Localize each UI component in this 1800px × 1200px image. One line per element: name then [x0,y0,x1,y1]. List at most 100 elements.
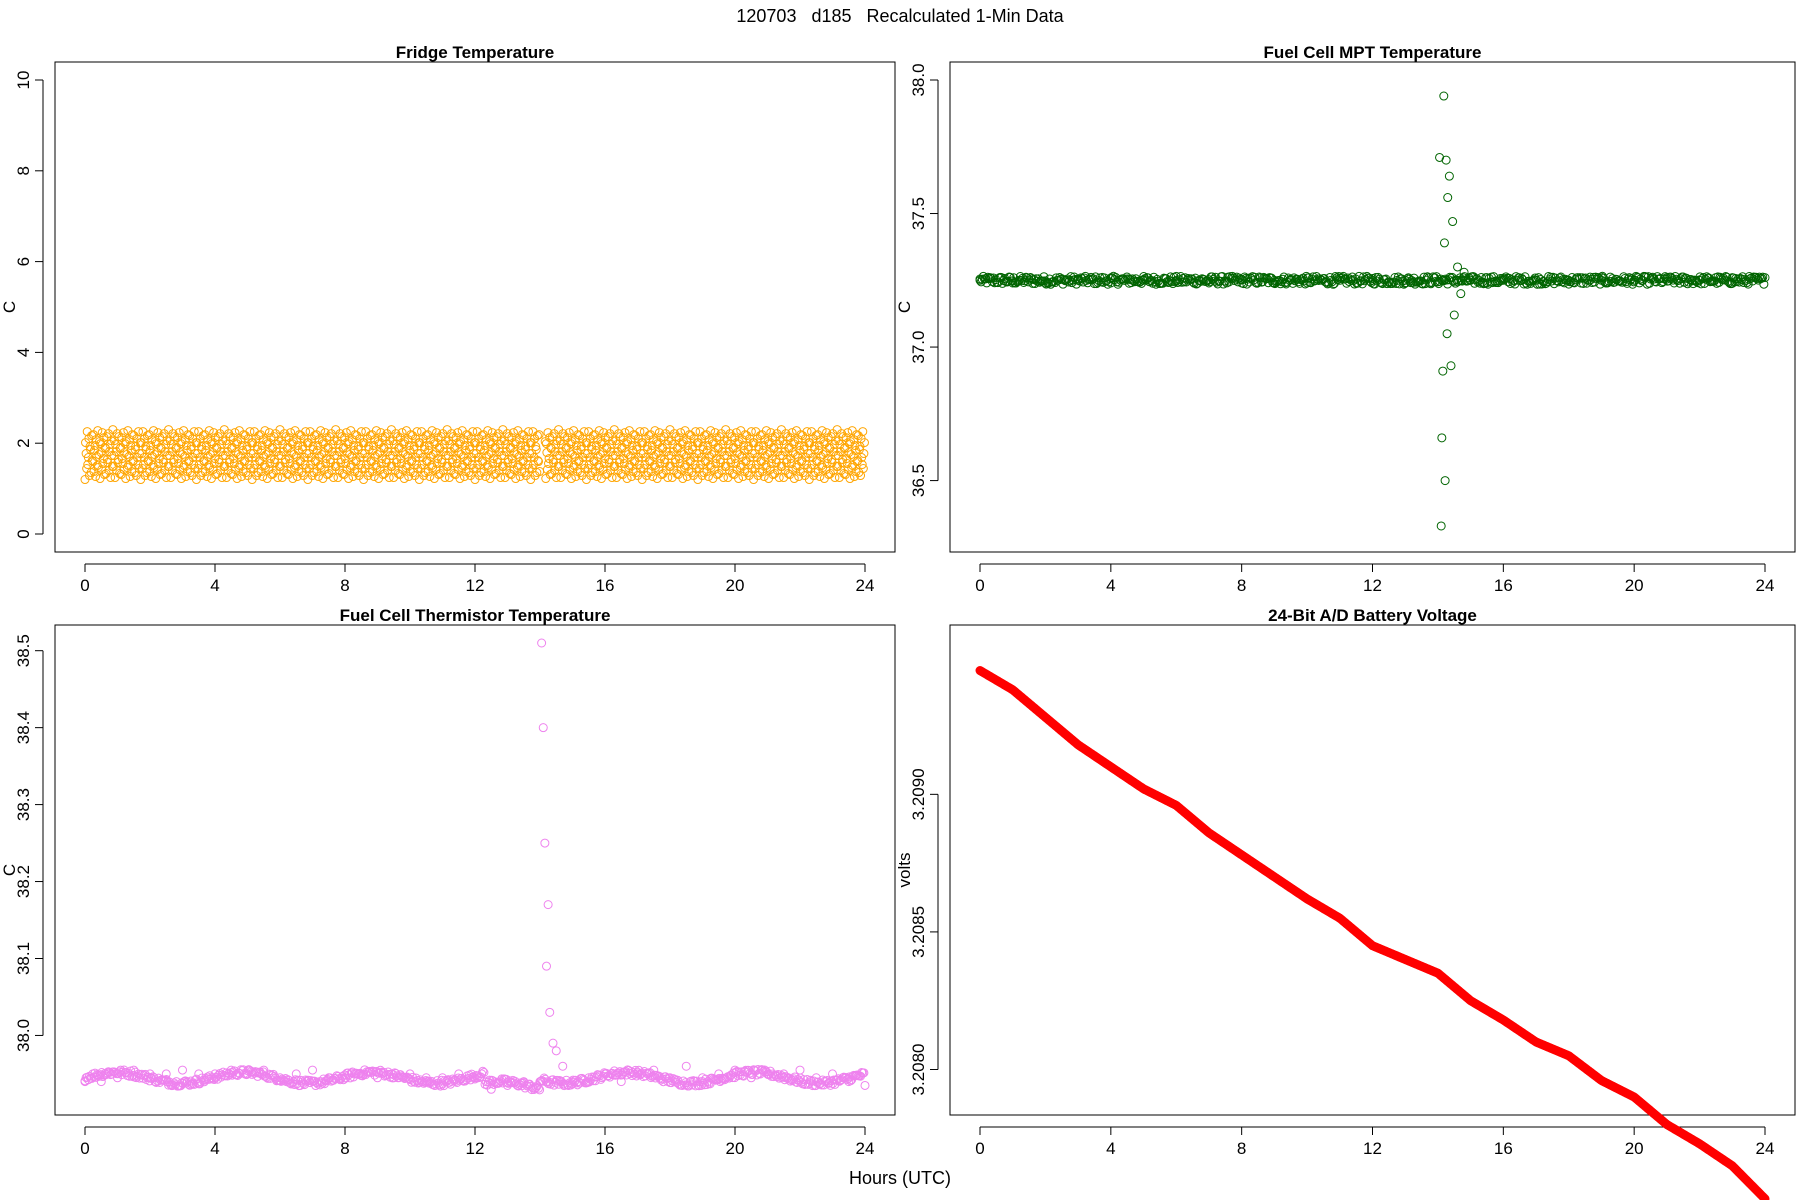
x-tick-label: 12 [1363,1139,1382,1158]
data-point [412,427,422,437]
data-point [828,1069,837,1079]
data-point [562,1080,572,1090]
data-point [1498,275,1508,285]
y-tick-label: 0 [14,529,33,538]
y-tick-label: 38.5 [14,634,33,667]
data-point [1651,277,1661,287]
data-point [328,473,338,483]
data-point [191,1074,201,1084]
data-point [734,474,744,484]
data-point [620,428,630,438]
data-point [1760,1194,1770,1200]
data-point [389,1073,399,1083]
data-point [1449,310,1459,320]
data-point [1270,279,1280,289]
x-tick-label: 4 [210,576,219,595]
data-point [1357,279,1367,289]
data-point [1676,274,1686,284]
data-point [1019,277,1029,287]
panel-title: 24-Bit A/D Battery Voltage [1268,606,1477,625]
data-point [356,1069,366,1079]
y-axis-label: C [0,301,19,313]
data-point [531,445,541,455]
data-point [859,449,869,459]
data-point [1073,275,1083,285]
y-tick-label: 4 [14,348,33,357]
data-point [425,472,435,482]
y-tick-label: 10 [14,71,33,90]
data-point [96,1077,106,1087]
data-point [115,1067,125,1077]
data-point [763,1069,772,1079]
y-tick-label: 38.0 [909,63,928,96]
data-point [1695,275,1705,285]
data-point [1466,275,1476,285]
data-point [859,438,869,448]
y-axis-label: volts [895,853,914,888]
data-point [435,1081,445,1091]
data-point [454,1075,464,1085]
data-point [532,431,542,441]
data-point [438,1073,447,1083]
data-point [1302,278,1312,288]
x-tick-label: 0 [975,576,984,595]
y-tick-label: 38.1 [14,942,33,975]
y-tick-label: 38.4 [14,711,33,744]
data-point [1760,273,1770,283]
data-point [815,472,825,482]
data-point [1751,272,1761,282]
data-point [118,428,128,438]
data-point [650,426,660,436]
data-point [121,474,131,484]
data-point [1056,274,1066,284]
data-point [340,1073,350,1083]
data-point [648,472,658,482]
data-point [519,1077,529,1087]
data-point [759,472,769,482]
data-point [1368,275,1377,285]
data-point [665,1073,675,1083]
data-point [1171,275,1181,285]
data-point [584,1073,594,1083]
data-point [1446,361,1456,371]
panel-frame [54,61,896,553]
data-point [706,426,716,436]
data-point [551,1046,561,1056]
data-point [1221,276,1231,286]
data-point [1440,476,1450,486]
data-point [1697,274,1707,284]
data-point [1013,276,1023,286]
data-point [542,961,551,971]
data-point [1237,278,1247,288]
data-point [535,1077,545,1087]
data-point [1129,276,1139,286]
x-tick-label: 0 [975,1139,984,1158]
x-tick-label: 24 [856,1139,875,1158]
data-point [691,427,701,437]
data-point [277,1074,287,1084]
data-point [594,426,604,436]
panel-title: Fridge Temperature [396,43,554,62]
y-axis-label: C [895,301,914,313]
data-point [1715,272,1725,282]
data-point [1430,273,1440,283]
data-point [313,472,323,482]
data-point [1482,273,1492,283]
data-point [678,474,688,484]
data-point [1390,273,1400,283]
x-tick-label: 20 [726,576,745,595]
data-point [232,474,242,484]
data-point [676,428,686,438]
data-point [1139,275,1149,285]
data-point [714,1069,724,1079]
data-point [113,1073,122,1083]
data-point [1559,278,1569,288]
data-point [1071,279,1081,289]
data-point [106,473,116,483]
data-point [356,427,366,437]
data-point [1253,278,1263,288]
data-point [133,427,143,437]
data-point [843,428,853,438]
data-point [975,275,985,285]
data-point [344,474,354,484]
